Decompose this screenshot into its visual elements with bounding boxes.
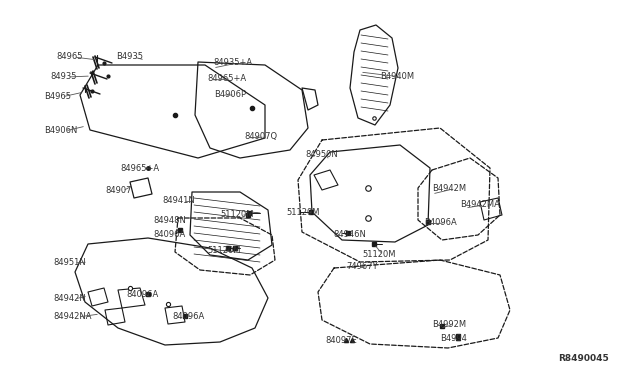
- Text: 84096A: 84096A: [126, 290, 158, 299]
- Text: B4906N: B4906N: [44, 126, 77, 135]
- Text: 84941N: 84941N: [162, 196, 195, 205]
- Text: 84946N: 84946N: [333, 230, 366, 239]
- Text: 74967Y: 74967Y: [346, 262, 378, 271]
- Text: B4942MA: B4942MA: [460, 200, 500, 209]
- Text: B4940M: B4940M: [380, 72, 414, 81]
- Text: 84950N: 84950N: [305, 150, 338, 159]
- Text: 84965: 84965: [56, 52, 83, 61]
- Text: B4992M: B4992M: [432, 320, 466, 329]
- Text: 51120M: 51120M: [207, 246, 241, 255]
- Text: 51120M: 51120M: [286, 208, 319, 217]
- Text: 51120M: 51120M: [220, 210, 253, 219]
- Text: B4965: B4965: [44, 92, 71, 101]
- Text: 84951N: 84951N: [53, 258, 86, 267]
- Text: 84907: 84907: [105, 186, 131, 195]
- Text: 51120M: 51120M: [362, 250, 396, 259]
- Text: B4906P: B4906P: [214, 90, 246, 99]
- Text: B4994: B4994: [440, 334, 467, 343]
- Text: 84096A: 84096A: [172, 312, 204, 321]
- Text: 84096A: 84096A: [153, 230, 185, 239]
- Text: 84948N: 84948N: [153, 216, 186, 225]
- Text: 84942N: 84942N: [53, 294, 86, 303]
- Text: 84965+A: 84965+A: [207, 74, 246, 83]
- Text: B4935: B4935: [116, 52, 143, 61]
- Text: 84935: 84935: [50, 72, 77, 81]
- Text: B4096A: B4096A: [424, 218, 457, 227]
- Text: 84935+A: 84935+A: [213, 58, 252, 67]
- Text: 84965+A: 84965+A: [120, 164, 159, 173]
- Text: 84907Q: 84907Q: [244, 132, 277, 141]
- Text: 84942NA: 84942NA: [53, 312, 92, 321]
- Text: B4942M: B4942M: [432, 184, 466, 193]
- Text: 84097E: 84097E: [325, 336, 356, 345]
- Text: R8490045: R8490045: [558, 354, 609, 363]
